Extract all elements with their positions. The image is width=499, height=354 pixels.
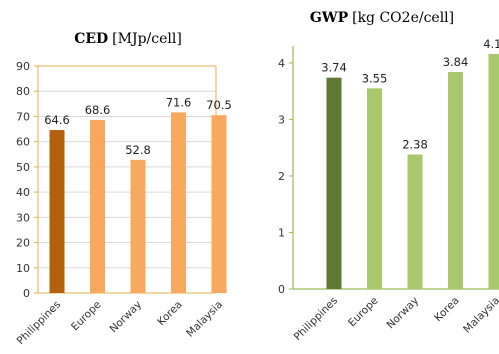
gwp-x-tick-label: Korea: [432, 295, 462, 325]
ced-bar-philippines: [49, 130, 65, 293]
gwp-data-label: 4.16: [483, 37, 499, 51]
gwp-x-tick-label: Philippines: [292, 295, 340, 343]
ced-bar-korea: [171, 112, 186, 293]
ced-x-tick-label: Norway: [107, 299, 144, 336]
ced-bar-europe: [90, 119, 105, 293]
ced-y-tick-label: 60: [16, 136, 30, 149]
ced-y-tick-label: 40: [16, 186, 30, 199]
ced-chart-title: CED [MJp/cell]: [74, 31, 182, 47]
ced-x-tick-label: Philippines: [15, 299, 63, 347]
gwp-x-tick-label: Malaysia: [461, 295, 499, 336]
gwp-bar-norway: [407, 154, 423, 289]
ced-data-label: 52.8: [125, 143, 151, 157]
ced-y-tick-label: 70: [16, 110, 30, 123]
gwp-bar-malaysia: [488, 53, 499, 290]
gwp-y-tick-label: 1: [278, 226, 285, 239]
ced-bars: [49, 112, 227, 293]
ced-x-axis: Philippines Europe Norway Korea Malaysia: [15, 299, 225, 347]
ced-x-tick-label: Malaysia: [184, 299, 225, 340]
gwp-bar-europe: [367, 88, 382, 289]
ced-x-tick-label: Korea: [155, 299, 185, 329]
gwp-bar-philippines: [326, 77, 342, 289]
gwp-data-labels: 3.74 3.55 2.38 3.84 4.16: [321, 37, 499, 152]
gwp-data-label: 3.84: [443, 55, 469, 69]
gwp-data-label: 2.38: [402, 138, 428, 152]
gwp-y-tick-label: 2: [278, 170, 285, 183]
gwp-y-tick-label: 4: [278, 57, 285, 70]
gwp-bar-korea: [448, 71, 463, 289]
ced-y-tick-label: 0: [23, 287, 30, 300]
ced-data-labels: 64.6 68.6 52.8 71.6 70.5: [44, 95, 232, 156]
ced-x-tick-label: Europe: [69, 299, 104, 334]
ced-y-tick-label: 10: [16, 262, 30, 275]
ced-data-label: 71.6: [166, 95, 192, 109]
ced-data-label: 70.5: [206, 98, 232, 112]
ced-chart: CED [MJp/cell] 0 10 20 30 40 50 60 70 80 90 Philip…: [15, 31, 232, 347]
ced-bar-malaysia: [211, 115, 227, 293]
ced-y-axis: 0 10 20 30 40 50 60 70 80 90: [16, 60, 38, 300]
gwp-y-tick-label: 0: [278, 283, 285, 296]
gwp-data-label: 3.55: [362, 71, 388, 85]
ced-y-tick-label: 20: [16, 237, 30, 250]
ced-y-tick-label: 80: [16, 85, 30, 98]
gwp-bars: [326, 53, 499, 290]
ced-title-main: CED: [74, 31, 108, 47]
gwp-x-axis: Philippines Europe Norway Korea Malaysia: [292, 295, 499, 343]
gwp-title-unit: [kg CO2e/cell]: [352, 10, 454, 26]
ced-data-label: 64.6: [44, 113, 70, 127]
ced-y-tick-label: 90: [16, 60, 30, 73]
ced-y-tick-label: 50: [16, 161, 30, 174]
gwp-x-tick-label: Europe: [346, 295, 381, 330]
gwp-chart-title: GWP [kg CO2e/cell]: [310, 10, 454, 26]
ced-data-label: 68.6: [85, 103, 111, 117]
gwp-data-label: 3.74: [321, 61, 347, 75]
gwp-chart: GWP [kg CO2e/cell] 0 1 2 3 4 Philippines Europ…: [278, 10, 499, 343]
gwp-x-tick-label: Norway: [384, 295, 421, 332]
ced-title-unit: [MJp/cell]: [112, 31, 182, 47]
gwp-y-axis: 0 1 2 3 4: [278, 57, 293, 296]
gwp-plot-frame: [292, 46, 499, 290]
gwp-y-tick-label: 3: [278, 113, 285, 126]
gwp-title-main: GWP: [310, 10, 349, 26]
ced-bar-norway: [130, 159, 146, 293]
ced-y-tick-label: 30: [16, 211, 30, 224]
